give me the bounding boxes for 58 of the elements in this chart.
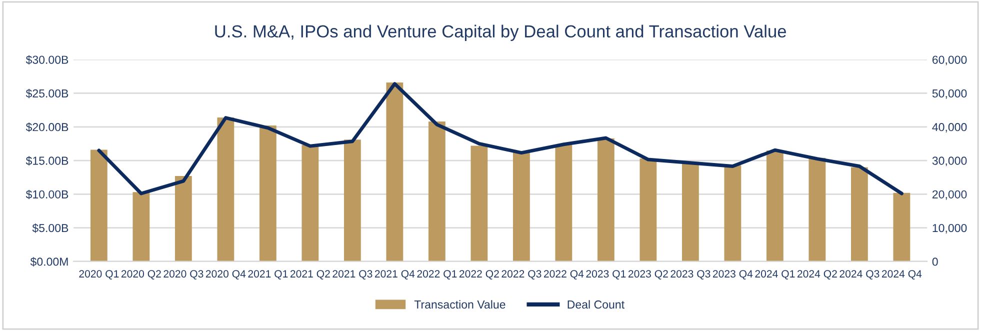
x-tick-label: 2020 Q3 bbox=[164, 270, 204, 280]
x-tick-label: 2023 Q3 bbox=[670, 270, 710, 280]
bar bbox=[259, 126, 276, 262]
x-tick-label: 2024 Q1 bbox=[755, 270, 795, 280]
bar bbox=[428, 122, 446, 262]
x-tick-label: 2023 Q4 bbox=[712, 270, 753, 280]
bar bbox=[302, 145, 319, 262]
x-tick-label: 2021 Q2 bbox=[290, 270, 330, 280]
bar bbox=[724, 165, 742, 262]
bar bbox=[597, 138, 614, 262]
y-tick-label: $20.00B bbox=[26, 122, 68, 132]
bar bbox=[386, 82, 404, 262]
bar bbox=[850, 167, 868, 262]
x-tick-label: 2022 Q2 bbox=[459, 270, 499, 280]
x-tick-label: 2024 Q3 bbox=[840, 270, 880, 280]
chart-title: U.S. M&A, IPOs and Venture Capital by Deal Count and Transaction Value bbox=[215, 24, 786, 41]
y-tick-label: $15.00B bbox=[26, 156, 68, 166]
bar bbox=[893, 192, 910, 262]
y2-tick-label: 20,000 bbox=[932, 190, 967, 200]
y2-tick-label: 50,000 bbox=[932, 89, 967, 99]
legend-label: Deal Count bbox=[568, 300, 624, 309]
x-tick-label: 2020 Q1 bbox=[79, 270, 119, 280]
x-tick-label: 2022 Q3 bbox=[502, 270, 542, 280]
x-tick-label: 2022 Q4 bbox=[544, 270, 584, 280]
x-tick-label: 2020 Q2 bbox=[121, 270, 161, 280]
bar bbox=[90, 150, 108, 262]
y-tick-label: $0.00M bbox=[30, 257, 68, 266]
bar bbox=[808, 158, 826, 262]
line-series bbox=[97, 82, 904, 196]
x-tick-label: 2020 Q4 bbox=[206, 270, 246, 280]
x-tick-label: 2021 Q1 bbox=[248, 270, 288, 280]
y2-tick-label: 0 bbox=[932, 258, 938, 266]
x-tick-label: 2024 Q4 bbox=[882, 270, 922, 280]
x-tick-label: 2021 Q3 bbox=[332, 270, 372, 280]
bar bbox=[344, 140, 361, 262]
bar bbox=[470, 146, 488, 262]
x-tick-label: 2023 Q2 bbox=[628, 270, 668, 280]
bar bbox=[217, 117, 234, 262]
bar bbox=[640, 158, 657, 262]
bar bbox=[555, 145, 572, 262]
x-tick-label: 2022 Q1 bbox=[417, 270, 457, 280]
bar bbox=[766, 150, 784, 262]
y-tick-label: $10.00B bbox=[26, 190, 68, 200]
y-tick-label: $30.00B bbox=[26, 55, 68, 65]
bar bbox=[512, 152, 530, 262]
bar bbox=[682, 162, 699, 262]
x-tick-label: 2021 Q4 bbox=[374, 270, 415, 280]
bar bbox=[132, 192, 150, 262]
legend-label: Transaction Value bbox=[414, 300, 506, 309]
bar bbox=[174, 176, 192, 262]
x-tick-label: 2024 Q2 bbox=[797, 270, 837, 280]
y2-tick-label: 30,000 bbox=[932, 156, 967, 166]
y2-tick-label: 10,000 bbox=[932, 224, 967, 234]
y2-tick-label: 40,000 bbox=[932, 123, 967, 133]
y-tick-label: $5.00B bbox=[32, 223, 68, 233]
x-tick-label: 2023 Q1 bbox=[586, 270, 626, 280]
y2-tick-label: 60,000 bbox=[932, 56, 967, 66]
y-tick-label: $25.00B bbox=[26, 88, 68, 98]
